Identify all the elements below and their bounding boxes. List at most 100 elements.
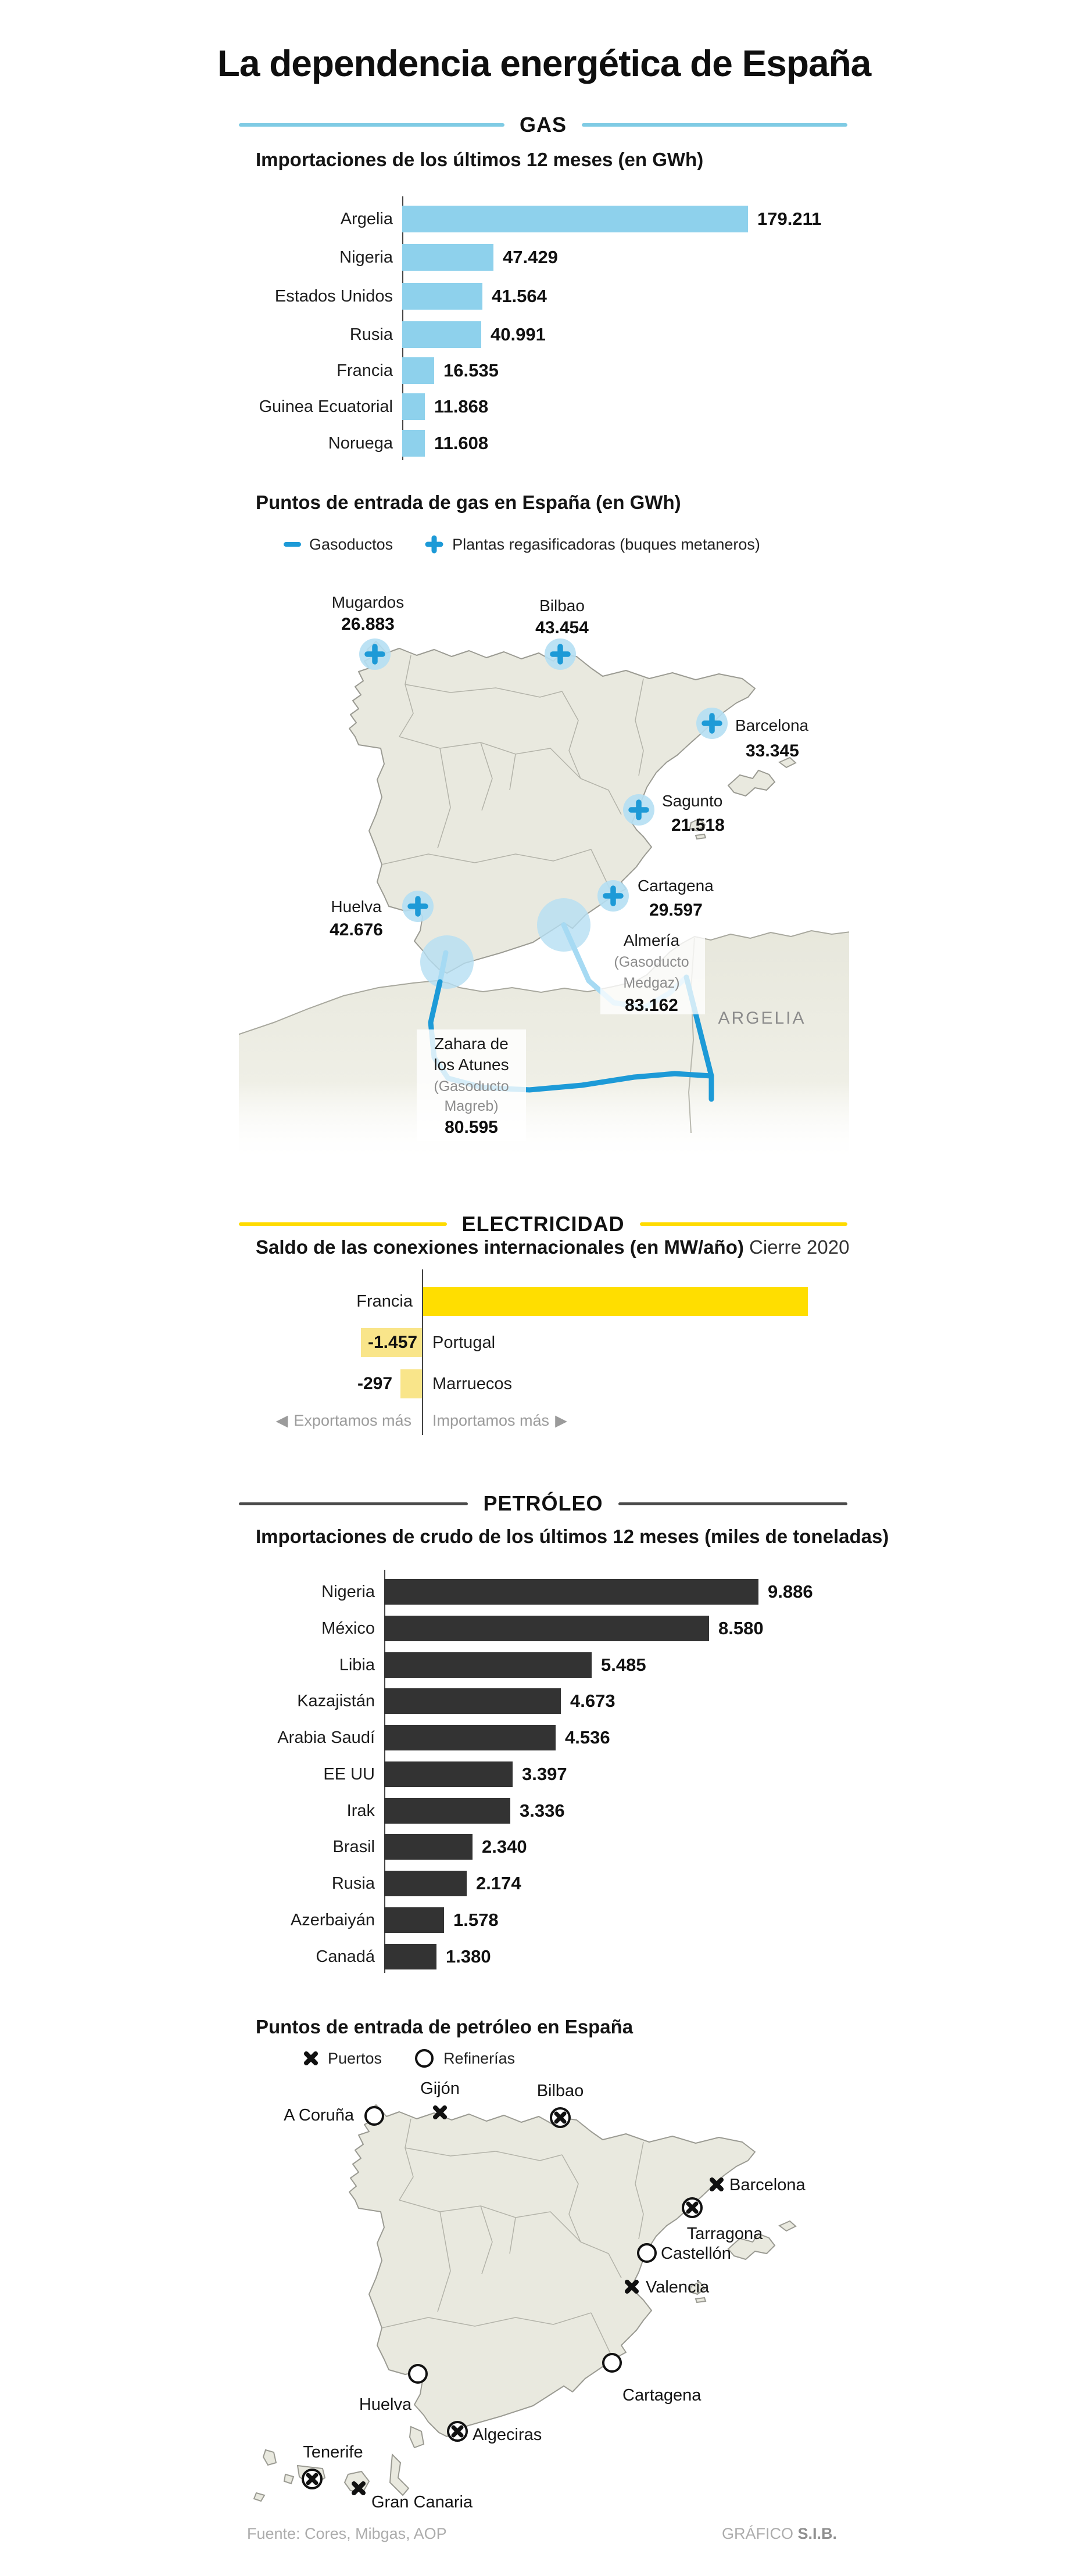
right-arrow-icon: ▶ — [555, 1411, 567, 1429]
bar-label: EE UU — [323, 1764, 375, 1784]
bar — [384, 1725, 556, 1750]
point-value: 33.345 — [746, 741, 799, 760]
oil-point-labels: A Coruña Gijón Bilbao Barcelona Tarragon… — [284, 2079, 806, 2512]
huelva-marker — [402, 891, 434, 922]
point-name: Tenerife — [303, 2443, 363, 2462]
oil-bar-row: Irak 3.336 — [239, 1798, 565, 1824]
divider-line — [639, 1222, 847, 1226]
bar — [402, 393, 425, 420]
zahara-label-box — [417, 1029, 526, 1141]
cartagena-marker — [602, 2353, 622, 2373]
point-name: Cartagena — [622, 2386, 702, 2405]
bar — [402, 283, 482, 310]
divider-line — [239, 1222, 447, 1226]
bar-label: Francia — [337, 361, 393, 380]
bar-label: Libia — [339, 1655, 375, 1674]
pipeline-legend-icon — [284, 542, 301, 547]
refineries-legend-label: Refinerías — [443, 2049, 516, 2067]
bar-label: Kazajistán — [297, 1691, 375, 1710]
magreb-pipeline — [437, 950, 449, 985]
point-name: Huelva — [359, 2395, 412, 2414]
gas-bar-row: Noruega 11.608 — [239, 430, 488, 457]
oil-map-legend: Puertos Refinerías — [302, 2047, 515, 2069]
bar-value: 47.429 — [503, 247, 558, 267]
a-coruna-marker — [364, 2106, 384, 2126]
point-sub: Magreb) — [444, 1098, 498, 1114]
source-credit: Fuente: Cores, Mibgas, AOP — [247, 2525, 447, 2542]
point-value: 83.162 — [625, 996, 678, 1015]
point-value: 43.454 — [535, 618, 589, 637]
point-name: Huelva — [331, 898, 382, 916]
point-value: 26.883 — [341, 615, 395, 634]
oil-point-markers — [302, 2105, 724, 2495]
bar — [402, 430, 425, 457]
sagunto-marker — [623, 794, 654, 826]
bar-value: 41.564 — [492, 286, 547, 306]
bar-label: Irak — [346, 1801, 375, 1820]
divider-line — [239, 1502, 468, 1505]
point-value: 80.595 — [445, 1118, 498, 1137]
bar-label: México — [321, 1619, 375, 1638]
bar-value: 11.608 — [434, 433, 489, 453]
valencia-marker — [625, 2280, 639, 2294]
bar-value: -297 — [357, 1374, 392, 1393]
point-name: Valencia — [646, 2278, 710, 2297]
bar-label: Francia — [356, 1291, 413, 1311]
point-name: A Coruña — [284, 2106, 355, 2125]
bilbao-marker — [550, 2107, 571, 2128]
gas-bar-row: Rusia 40.991 — [239, 321, 546, 348]
bar-label: Guinea Ecuatorial — [259, 397, 393, 416]
bar-label: Nigeria — [339, 247, 393, 267]
bar-value: 5.485 — [601, 1655, 646, 1675]
bar — [384, 1907, 444, 1933]
bilbao-marker — [545, 638, 576, 670]
barcelona-marker — [696, 708, 728, 739]
castellon-marker — [637, 2243, 657, 2263]
port-legend-icon — [304, 2051, 318, 2065]
gran-canaria-marker — [352, 2481, 366, 2495]
cartagena-marker — [597, 880, 629, 912]
point-name: Gijón — [420, 2079, 460, 2098]
oil-bar-row: Kazajistán 4.673 — [239, 1688, 615, 1714]
gas-map: ARGELIA Mugardos 26.883 Bilbao 43.454 Ba… — [239, 593, 849, 1162]
bar — [384, 1834, 473, 1860]
bar-label: Argelia — [340, 209, 393, 228]
oil-bar-row: Arabia Saudí 4.536 — [239, 1725, 610, 1750]
bar-value: 8.580 — [718, 1618, 764, 1638]
divider-line — [618, 1502, 847, 1505]
bar — [402, 206, 748, 232]
gas-bar-row: Francia 16.535 — [239, 357, 499, 384]
electricity-section-heading: ELECTRICIDAD — [461, 1212, 625, 1236]
bar-value: 3.336 — [520, 1800, 565, 1821]
bar-label: Rusia — [331, 1874, 375, 1893]
point-sub: Medgaz) — [623, 975, 679, 991]
bar-label: Canadá — [316, 1947, 375, 1966]
credit-label: GRÁFICO — [722, 2525, 794, 2542]
divider-line — [582, 123, 848, 127]
tarragona-marker — [682, 2197, 703, 2218]
bar-value: 3.397 — [522, 1764, 567, 1784]
bar — [384, 1579, 758, 1605]
credit-author: S.I.B. — [797, 2525, 838, 2542]
point-name: los Atunes — [434, 1056, 509, 1074]
gas-map-title: Puntos de entrada de gas en España (en G… — [256, 491, 681, 513]
bar — [384, 1761, 513, 1787]
oil-bar-row: Canadá 1.380 — [239, 1944, 491, 1969]
page-title: La dependencia energética de España — [217, 42, 872, 84]
africa-landmass — [239, 930, 849, 1162]
oil-map: A Coruña Gijón Bilbao Barcelona Tarragon… — [253, 2079, 806, 2512]
bar-value: 40.991 — [491, 324, 546, 345]
imports-axis-note: Importamos más ▶ — [432, 1411, 567, 1429]
gas-bar-row: Nigeria 47.429 — [239, 244, 558, 271]
point-name: Zahara de — [434, 1035, 509, 1053]
oil-bar-row: Libia 5.485 — [239, 1652, 646, 1678]
bar — [384, 1944, 436, 1969]
bar-value: 179.211 — [757, 209, 822, 229]
marruecos-bar — [400, 1369, 422, 1398]
gas-section-divider: GAS — [239, 113, 848, 137]
bar — [384, 1798, 510, 1824]
point-name: Gran Canaria — [371, 2493, 473, 2512]
oil-section-divider: PETRÓLEO — [239, 1491, 847, 1516]
graphic-credit: GRÁFICO S.I.B. — [722, 2525, 837, 2543]
bar — [384, 1871, 467, 1896]
